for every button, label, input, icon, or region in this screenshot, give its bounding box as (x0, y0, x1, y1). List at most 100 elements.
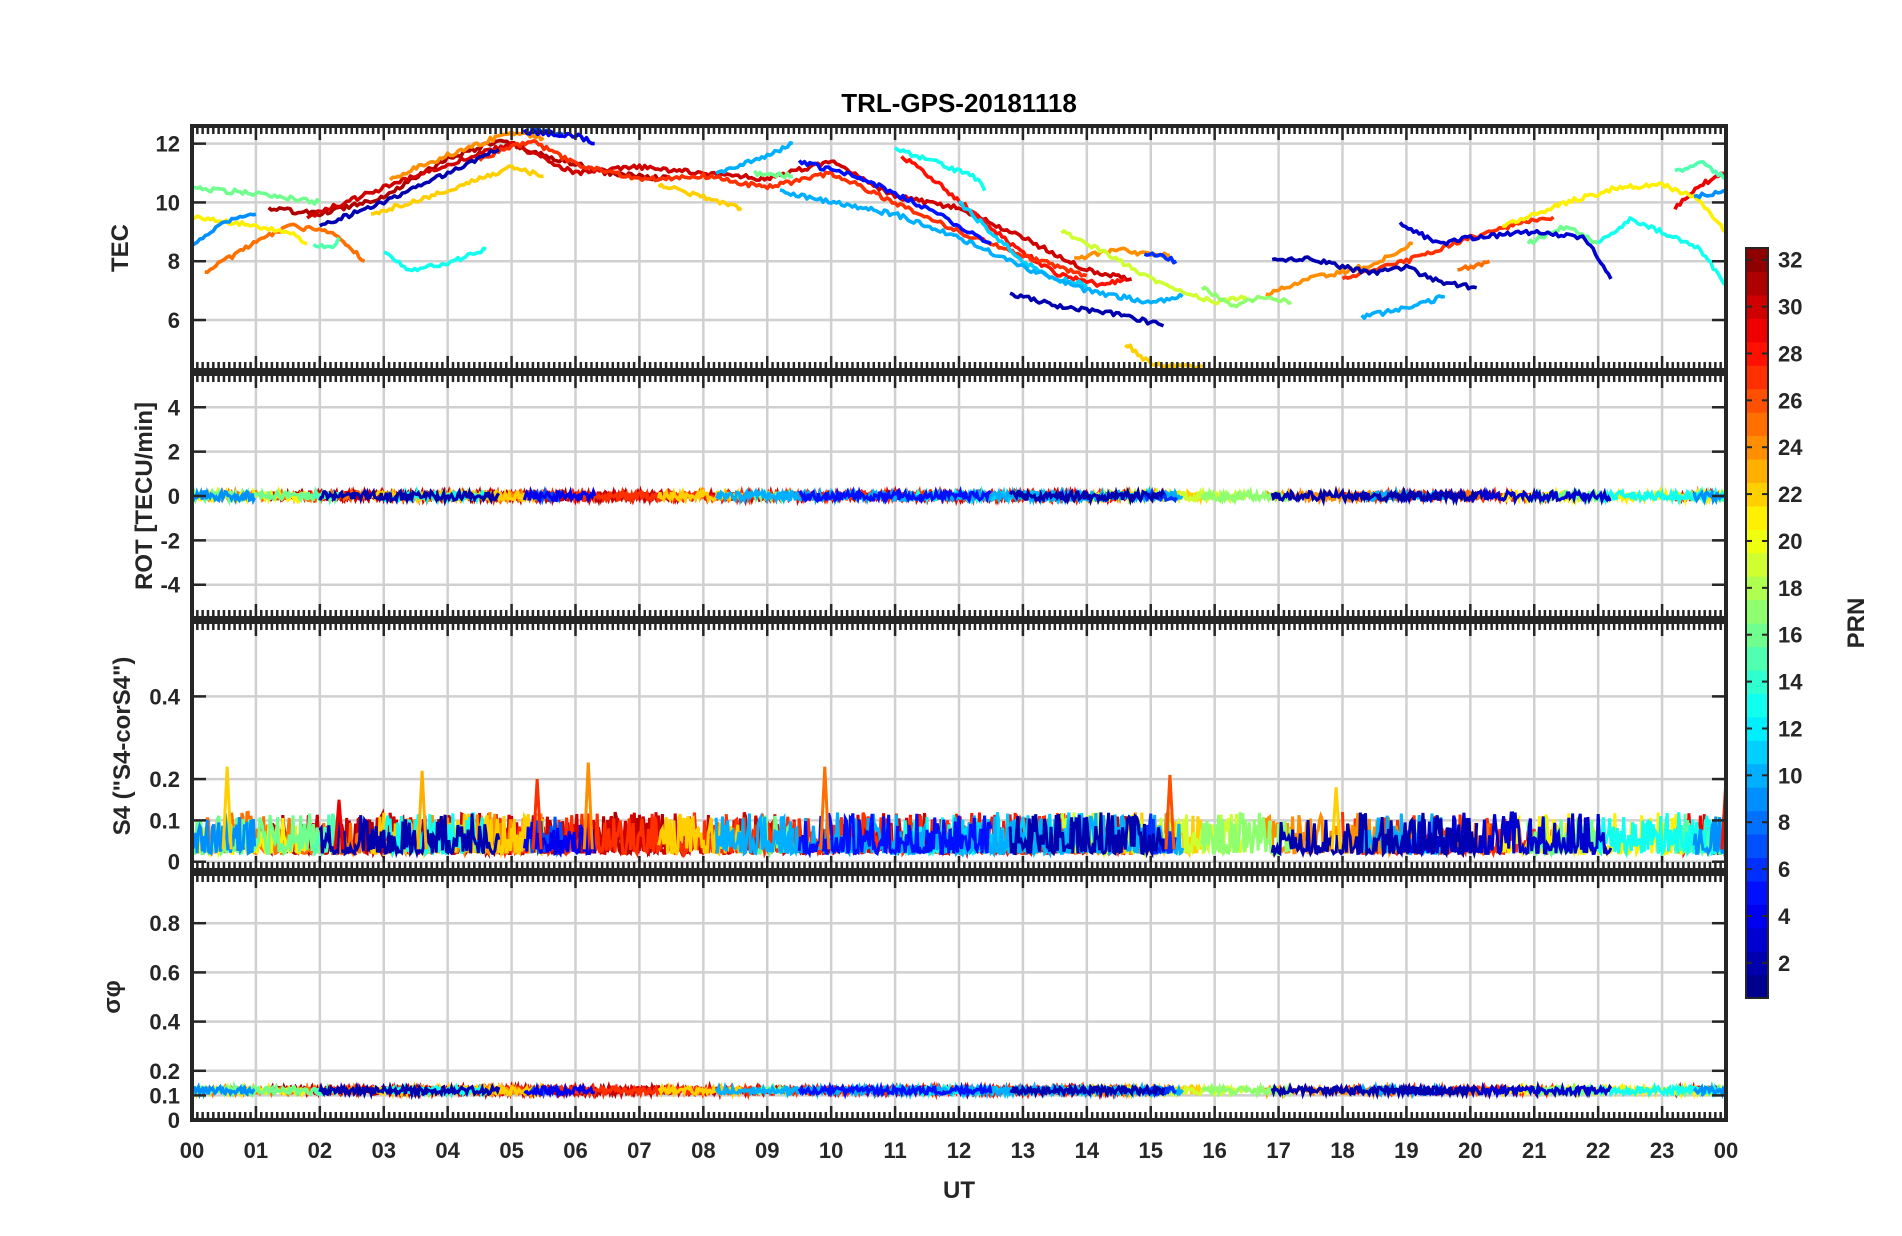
x-tick-label: 22 (1586, 1138, 1610, 1163)
tec-line (752, 169, 794, 180)
colorbar-swatch (1746, 763, 1768, 788)
colorbar-tick-label: 16 (1778, 623, 1802, 648)
tec-line (1674, 160, 1726, 181)
y-tick-label: 0.2 (149, 1059, 180, 1084)
colorbar-swatch (1746, 740, 1768, 765)
colorbar-label: PRN (1843, 598, 1870, 649)
x-tick-label: 19 (1394, 1138, 1418, 1163)
s4-spike (819, 766, 831, 850)
sigma_phi-trace (1692, 1083, 1726, 1100)
s4-spike (333, 799, 345, 850)
colorbar-tick-label: 8 (1778, 810, 1790, 835)
colorbar-swatch (1746, 833, 1768, 858)
panel-sigma_phi-data (192, 1080, 1726, 1101)
y-tick-label: 4 (168, 395, 181, 420)
s4-spike (582, 762, 594, 850)
x-tick-label: 08 (691, 1138, 715, 1163)
rot-trace (1008, 485, 1165, 507)
x-tick-label: 05 (499, 1138, 523, 1163)
y-tick-label: 8 (168, 249, 180, 274)
s4-spike (1720, 778, 1726, 850)
tec-line (1271, 255, 1478, 291)
colorbar-tick-label: 10 (1778, 763, 1802, 788)
colorbar-swatch (1746, 458, 1768, 483)
s4-spike (1330, 787, 1342, 850)
tec-line (1060, 229, 1248, 306)
tec-line (1143, 251, 1178, 265)
colorbar-tick-label: 2 (1778, 951, 1790, 976)
colorbar-swatch (1746, 880, 1768, 905)
x-tick-label: 20 (1458, 1138, 1482, 1163)
colorbar-tick-label: 22 (1778, 482, 1802, 507)
colorbar-tick-label: 18 (1778, 576, 1802, 601)
colorbar-swatch (1746, 599, 1768, 624)
x-axis-label: UT (943, 1177, 975, 1204)
sigma_phi-trace (1398, 1080, 1613, 1100)
x-tick-label: 09 (755, 1138, 779, 1163)
colorbar-swatch (1746, 576, 1768, 601)
tec-line (893, 146, 987, 192)
x-tick-label: 14 (1075, 1138, 1100, 1163)
panel-rot-data (192, 485, 1726, 507)
s4-trace (318, 812, 501, 859)
x-tick-label: 17 (1266, 1138, 1290, 1163)
y-axis-label: S4 ("S4-corS4") (109, 657, 136, 836)
x-axis: 00 01 02 03 04 05 06 07 08 09 10 11 12 13 14 15 16 17 18 19… (180, 1138, 1738, 1163)
panel-s4-data (192, 762, 1726, 860)
tec-line (1009, 291, 1165, 328)
tec-line (204, 222, 366, 275)
y-tick-label: 0.4 (149, 1010, 180, 1035)
colorbar-swatch (1746, 552, 1768, 577)
colorbar-tick-label: 32 (1778, 248, 1802, 273)
y-tick-label: -4 (160, 573, 180, 598)
colorbar-swatch (1746, 646, 1768, 671)
tec-line (657, 182, 743, 212)
colorbar-swatch (1746, 505, 1768, 530)
tec-line (192, 212, 257, 248)
colorbar-swatch (1746, 669, 1768, 694)
s4-trace (797, 812, 993, 859)
panel-rot: -4 -2 0 2 4 ROT [TECU/min] (131, 372, 1728, 620)
s4-spike (1164, 774, 1176, 850)
panel-tec-ticks (190, 126, 1728, 370)
tec-line (383, 246, 487, 273)
x-tick-label: 18 (1330, 1138, 1354, 1163)
y-tick-label: 6 (168, 308, 180, 333)
y-axis-label: TEC (107, 224, 134, 272)
panel-s4: 0 0.1 0.2 0.4 S4 ("S4-corS4") (109, 620, 1728, 875)
colorbar-swatch (1746, 318, 1768, 343)
colorbar-tick-label: 4 (1778, 904, 1791, 929)
y-tick-label: 0 (168, 1108, 180, 1133)
panel-sigma_phi: 00.10.2 0.4 0.6 0.8 σφ (99, 872, 1728, 1133)
x-tick-label: 15 (1139, 1138, 1163, 1163)
colorbar-swatch (1746, 529, 1768, 554)
colorbar-tick-label: 12 (1778, 716, 1802, 741)
x-tick-label: 11 (883, 1138, 906, 1163)
sigma_phi-trace (523, 1081, 596, 1099)
y-tick-label: 2 (168, 440, 180, 465)
colorbar-swatch (1746, 927, 1768, 952)
y-tick-label: 0.2 (149, 767, 180, 792)
tec-line (900, 155, 1127, 288)
x-tick-label: 12 (947, 1138, 971, 1163)
tec-line (1693, 188, 1726, 200)
x-tick-label: 00 (1714, 1138, 1738, 1163)
tec-line (1360, 294, 1446, 321)
colorbar-swatch (1746, 388, 1768, 413)
tec-line (1398, 221, 1613, 280)
colorbar-tick-label: 14 (1778, 670, 1803, 695)
tec-line (1597, 216, 1726, 287)
y-tick-label: 0.8 (149, 911, 180, 936)
colorbar-swatch (1746, 693, 1768, 718)
x-tick-label: 01 (244, 1138, 268, 1163)
y-tick-label: 0.1 (149, 808, 180, 833)
s4-trace (1270, 812, 1479, 860)
tec-line (312, 236, 341, 250)
colorbar-swatch (1746, 482, 1768, 507)
tec-line (1502, 181, 1726, 234)
colorbar-swatch (1746, 294, 1768, 319)
tec-line (192, 214, 308, 246)
x-tick-label: 07 (627, 1138, 651, 1163)
colorbar-swatch (1746, 904, 1768, 929)
